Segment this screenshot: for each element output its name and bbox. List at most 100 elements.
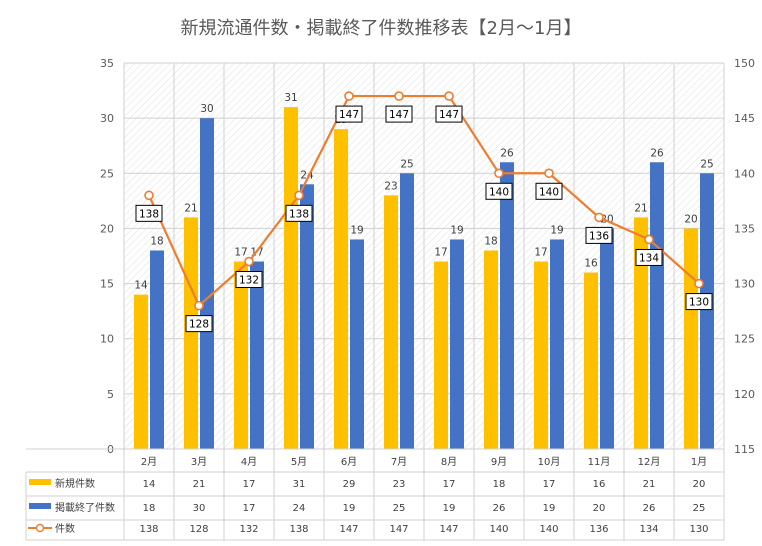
bar-data-label: 16 <box>584 258 598 270</box>
legend-key-count-marker <box>35 523 45 533</box>
line-label-box <box>485 182 513 200</box>
table-cell-value: 17 <box>543 479 556 490</box>
y-right-tick-label: 125 <box>734 333 755 346</box>
line-point <box>444 91 454 101</box>
bar-data-label: 26 <box>500 147 514 159</box>
line-label-box <box>285 204 313 222</box>
y-left-tick-label: 30 <box>100 112 114 125</box>
y-left-tick-label: 20 <box>100 222 114 235</box>
bar-new <box>184 217 198 449</box>
bar-ended <box>400 173 414 450</box>
y-right-tick-label: 145 <box>734 112 755 125</box>
table-cell-value: 18 <box>143 503 156 514</box>
table-cell-value: 29 <box>343 479 356 490</box>
x-tick-label: 4月 <box>241 456 257 468</box>
bar-new <box>134 294 148 449</box>
bar-ended <box>500 162 514 449</box>
x-tick-label: 5月 <box>291 456 307 468</box>
table-cell-value: 21 <box>193 479 206 490</box>
line-point <box>294 190 304 201</box>
line-label-box <box>235 271 263 289</box>
bar-data-label: 17 <box>434 247 447 259</box>
table-cell-value: 17 <box>243 479 256 490</box>
table-cell-value: 128 <box>189 524 208 535</box>
y-left-tick-label: 25 <box>100 167 114 180</box>
x-tick-label: 2月 <box>141 456 157 468</box>
table-cell-value: 25 <box>693 503 706 514</box>
line-label-box <box>585 226 613 244</box>
bar-ended <box>450 239 464 449</box>
table-cell-value: 16 <box>593 479 606 490</box>
line-label-box <box>335 105 363 123</box>
bar-ended <box>200 118 214 450</box>
bar-data-label: 23 <box>384 180 397 192</box>
bar-data-label: 26 <box>650 147 664 159</box>
line-data-label: 138 <box>139 208 159 220</box>
bar-new <box>434 261 448 449</box>
chart-title: 新規流通件数・掲載終了件数推移表【2月～1月】 <box>181 18 582 39</box>
legend-key-new <box>29 479 51 485</box>
table-cell-value: 21 <box>643 479 656 490</box>
bar-new <box>484 250 498 449</box>
table-cell-value: 25 <box>393 503 406 514</box>
line-data-label: 138 <box>289 208 309 220</box>
bar-ended <box>700 173 714 450</box>
line-point <box>544 168 554 179</box>
legend-label: 件数 <box>55 522 75 535</box>
table-cell-value: 147 <box>339 524 358 535</box>
bar-new <box>384 195 398 449</box>
bar-data-label: 19 <box>450 224 463 236</box>
table-cell-value: 26 <box>493 503 506 514</box>
bar-ended <box>550 239 564 449</box>
line-label-box <box>185 315 213 333</box>
y-left-tick-label: 5 <box>107 388 114 401</box>
table-cell-value: 18 <box>493 479 506 490</box>
table-cell-value: 23 <box>393 479 406 490</box>
bar-ended <box>650 162 664 449</box>
bar-data-label: 17 <box>234 247 247 259</box>
bar-data-label: 18 <box>484 235 497 247</box>
line-point <box>344 91 354 101</box>
table-cell-value: 31 <box>293 479 306 490</box>
bar-new <box>534 261 548 449</box>
line-label-box <box>535 182 563 200</box>
bar-data-label: 14 <box>134 280 148 292</box>
bar-data-label: 17 <box>534 247 547 259</box>
table-cell-value: 19 <box>343 503 356 514</box>
y-left-tick-label: 10 <box>100 333 114 346</box>
x-tick-label: 10月 <box>538 456 561 468</box>
line-data-label: 130 <box>689 297 709 309</box>
bar-new <box>634 217 648 449</box>
line-data-label: 140 <box>489 186 509 198</box>
table-cell-value: 136 <box>589 524 608 535</box>
line-label-box <box>435 105 463 123</box>
bar-data-label: 30 <box>200 103 213 115</box>
x-tick-label: 3月 <box>191 456 207 468</box>
line-label-box <box>385 105 413 123</box>
line-data-label: 147 <box>339 109 359 121</box>
line-point <box>394 91 404 101</box>
y-right-tick-label: 135 <box>734 222 755 235</box>
line-point <box>594 212 604 223</box>
x-tick-label: 6月 <box>341 456 357 468</box>
x-tick-label: 8月 <box>441 456 457 468</box>
line-point <box>194 300 204 311</box>
x-tick-label: 9月 <box>491 456 507 468</box>
table-cell-value: 140 <box>539 524 558 535</box>
table-cell-value: 30 <box>193 503 206 514</box>
bar-data-label: 25 <box>400 158 413 170</box>
table-cell-value: 140 <box>489 524 508 535</box>
legend-key-ended <box>29 503 51 509</box>
y-right-tick-label: 130 <box>734 278 755 291</box>
table-cell-value: 147 <box>389 524 408 535</box>
bar-new <box>684 228 698 449</box>
table-cell-value: 14 <box>143 479 156 490</box>
bar-data-label: 19 <box>350 224 363 236</box>
bar-data-label: 25 <box>700 158 713 170</box>
bar-new <box>334 129 348 449</box>
bar-ended <box>300 184 314 450</box>
line-point <box>644 234 654 245</box>
line-label-box <box>685 293 713 311</box>
table-cell-value: 24 <box>293 503 306 514</box>
